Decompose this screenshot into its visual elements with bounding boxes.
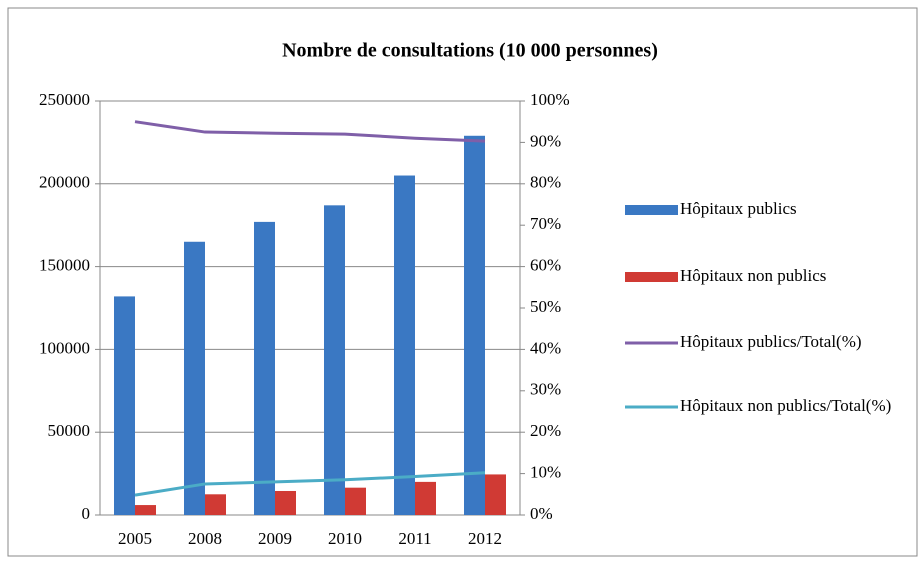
legend-label: Hôpitaux non publics/Total(%) [680, 396, 892, 415]
y-tick-label: 200000 [39, 173, 90, 192]
bar [114, 296, 135, 515]
bar [135, 505, 156, 515]
bar [485, 474, 506, 515]
y2-tick-label: 70% [530, 214, 561, 233]
y2-tick-label: 90% [530, 131, 561, 150]
y2-tick-label: 40% [530, 338, 561, 357]
x-tick-label: 2005 [118, 529, 152, 548]
x-tick-label: 2008 [188, 529, 222, 548]
bar [415, 481, 436, 515]
y-tick-label: 50000 [48, 421, 91, 440]
x-tick-label: 2011 [398, 529, 431, 548]
y-tick-label: 150000 [39, 256, 90, 275]
x-tick-label: 2012 [468, 529, 502, 548]
x-tick-label: 2010 [328, 529, 362, 548]
chart-title: Nombre de consultations (10 000 personne… [282, 40, 658, 62]
frame [7, 7, 918, 557]
y2-tick-label: 0% [530, 504, 553, 523]
y2-tick-label: 50% [530, 297, 561, 316]
bar [324, 205, 345, 515]
legend-swatch [625, 272, 678, 282]
x-tick-label: 2009 [258, 529, 292, 548]
y2-tick-label: 100% [530, 90, 570, 109]
y-tick-label: 0 [82, 504, 91, 523]
bar [345, 487, 366, 515]
bar [184, 241, 205, 515]
bar [205, 494, 226, 515]
bar [254, 221, 275, 515]
bar [275, 490, 296, 515]
y-tick-label: 100000 [39, 338, 90, 357]
y2-tick-label: 10% [530, 463, 561, 482]
y-tick-label: 250000 [39, 90, 90, 109]
line [134, 471, 486, 497]
bar [464, 135, 485, 515]
y2-tick-label: 60% [530, 256, 561, 275]
legend-label: Hôpitaux publics/Total(%) [680, 332, 862, 351]
line [134, 120, 486, 143]
y2-tick-label: 80% [530, 173, 561, 192]
y2-tick-label: 20% [530, 421, 561, 440]
legend-swatch [625, 205, 678, 215]
legend-label: Hôpitaux publics [680, 199, 797, 218]
bar [394, 175, 415, 515]
y2-tick-label: 30% [530, 380, 561, 399]
legend-label: Hôpitaux non publics [680, 266, 827, 285]
